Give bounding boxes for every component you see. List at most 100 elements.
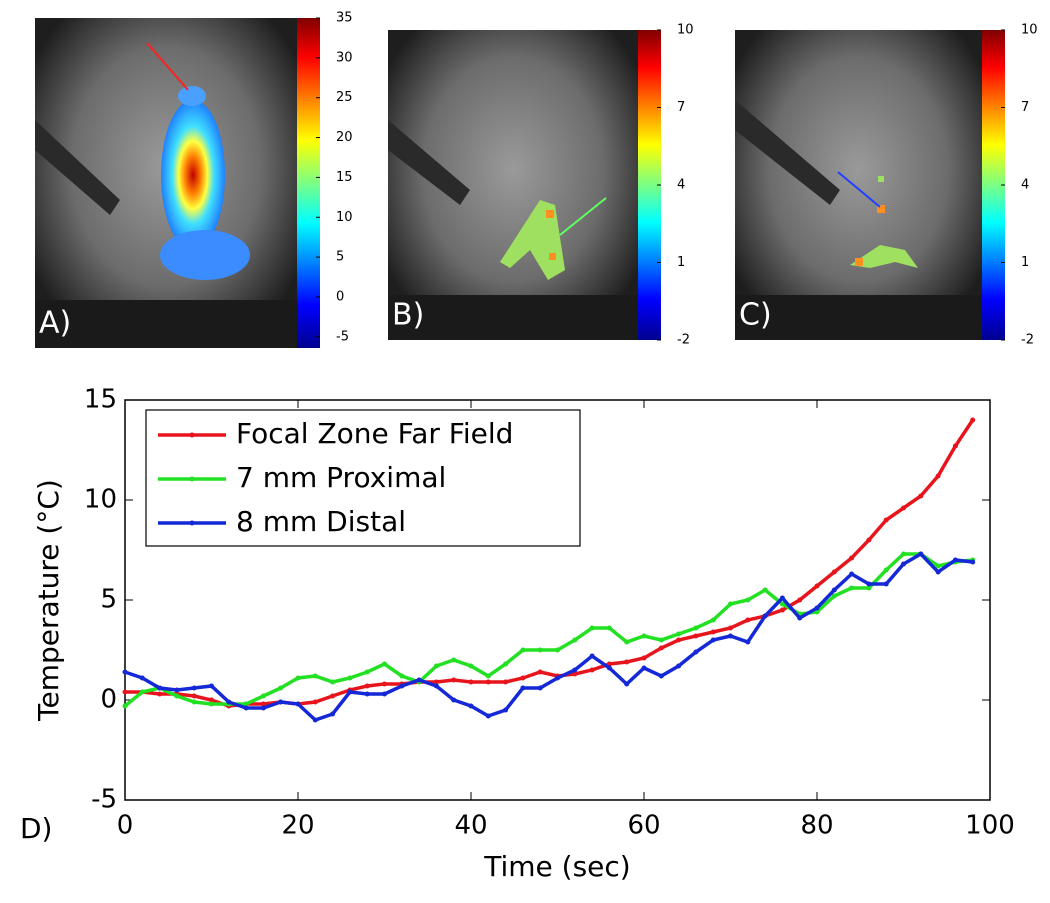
data-point (762, 587, 768, 593)
data-point (312, 673, 318, 679)
data-point (503, 679, 509, 685)
data-point (330, 693, 336, 699)
series-line (123, 552, 973, 708)
colorbar-tick-label: 30 (336, 50, 353, 65)
x-tick-label: 60 (627, 811, 660, 841)
data-point (468, 679, 474, 685)
data-point (382, 661, 387, 667)
data-point (330, 711, 336, 717)
data-point (779, 601, 785, 607)
x-tick-label: 80 (800, 811, 833, 841)
colorbar (297, 18, 320, 348)
data-point (572, 637, 578, 643)
data-point (918, 493, 924, 499)
data-point (831, 593, 837, 599)
data-point (485, 673, 491, 679)
data-point (416, 677, 422, 683)
colorbar-tick-label: 10 (336, 210, 353, 225)
data-point (520, 675, 526, 681)
data-point (399, 673, 405, 679)
data-point (243, 701, 249, 707)
data-point (209, 683, 214, 689)
colorbar-tick-label: 10 (1021, 23, 1038, 38)
colorbar-tick-label: 20 (336, 130, 353, 145)
data-point (451, 697, 457, 703)
data-point (624, 659, 630, 665)
colorbar-tick-label: 10 (677, 23, 694, 38)
data-point (849, 585, 855, 591)
data-point (295, 701, 301, 707)
colorbar-tick-label: 1 (677, 255, 685, 270)
data-point (849, 555, 855, 561)
colorbar-tick-label: 0 (336, 289, 344, 304)
data-point (537, 669, 543, 675)
panel-label: A) (39, 306, 71, 341)
data-point (883, 567, 889, 573)
data-point (606, 665, 612, 671)
data-point (831, 569, 837, 575)
data-point (382, 691, 387, 697)
colorbar (982, 30, 1005, 340)
data-point (520, 685, 526, 691)
data-point (935, 569, 941, 575)
data-point (157, 691, 163, 697)
colorbar-tick-label: 25 (336, 90, 353, 105)
legend-marker (189, 520, 195, 526)
data-point (728, 601, 733, 607)
data-point (364, 691, 370, 697)
mri-image-a (35, 18, 297, 348)
data-point (589, 667, 595, 673)
data-point (174, 687, 180, 693)
data-point (745, 617, 751, 623)
data-point (226, 699, 232, 705)
data-point (260, 701, 266, 707)
y-axis-label: Temperature (°C) (32, 479, 65, 722)
y-tick-label: 0 (100, 685, 117, 715)
colorbar-tick-label: 4 (1021, 178, 1029, 193)
colorbar-tick-label: -2 (677, 333, 690, 348)
colorbar-tick-label: -5 (336, 329, 349, 344)
colorbar (638, 30, 661, 340)
data-point (970, 417, 976, 423)
data-point (157, 685, 163, 691)
data-point (174, 693, 180, 699)
x-axis-label: Time (sec) (483, 850, 630, 883)
data-point (485, 679, 491, 685)
data-point (935, 563, 941, 569)
data-point (901, 561, 906, 567)
series-line (124, 551, 973, 722)
data-point (693, 625, 699, 631)
data-point (814, 605, 820, 611)
data-point (883, 517, 889, 523)
x-tick-label: 20 (281, 811, 314, 841)
data-point (555, 647, 560, 653)
data-point (866, 585, 872, 591)
data-point (191, 685, 197, 691)
y-tick-label: 15 (84, 385, 117, 415)
data-point (779, 595, 785, 601)
data-point (451, 657, 457, 663)
data-point (364, 669, 370, 675)
data-point (399, 683, 405, 689)
data-point (935, 473, 941, 479)
data-point (122, 703, 128, 709)
data-point (952, 443, 958, 449)
data-point (658, 673, 664, 679)
data-point (451, 677, 457, 683)
data-point (191, 699, 197, 705)
data-point (814, 609, 820, 615)
data-point (295, 675, 301, 681)
data-point (589, 625, 595, 631)
data-point (433, 683, 439, 689)
data-point (555, 675, 560, 681)
data-point (347, 689, 353, 695)
data-point (347, 675, 353, 681)
data-point (139, 689, 145, 695)
data-point (624, 639, 630, 645)
data-point (952, 557, 958, 563)
legend-marker (189, 432, 195, 438)
x-tick-label: 40 (454, 811, 487, 841)
data-point (658, 637, 664, 643)
legend-label: Focal Zone Far Field (236, 417, 513, 450)
